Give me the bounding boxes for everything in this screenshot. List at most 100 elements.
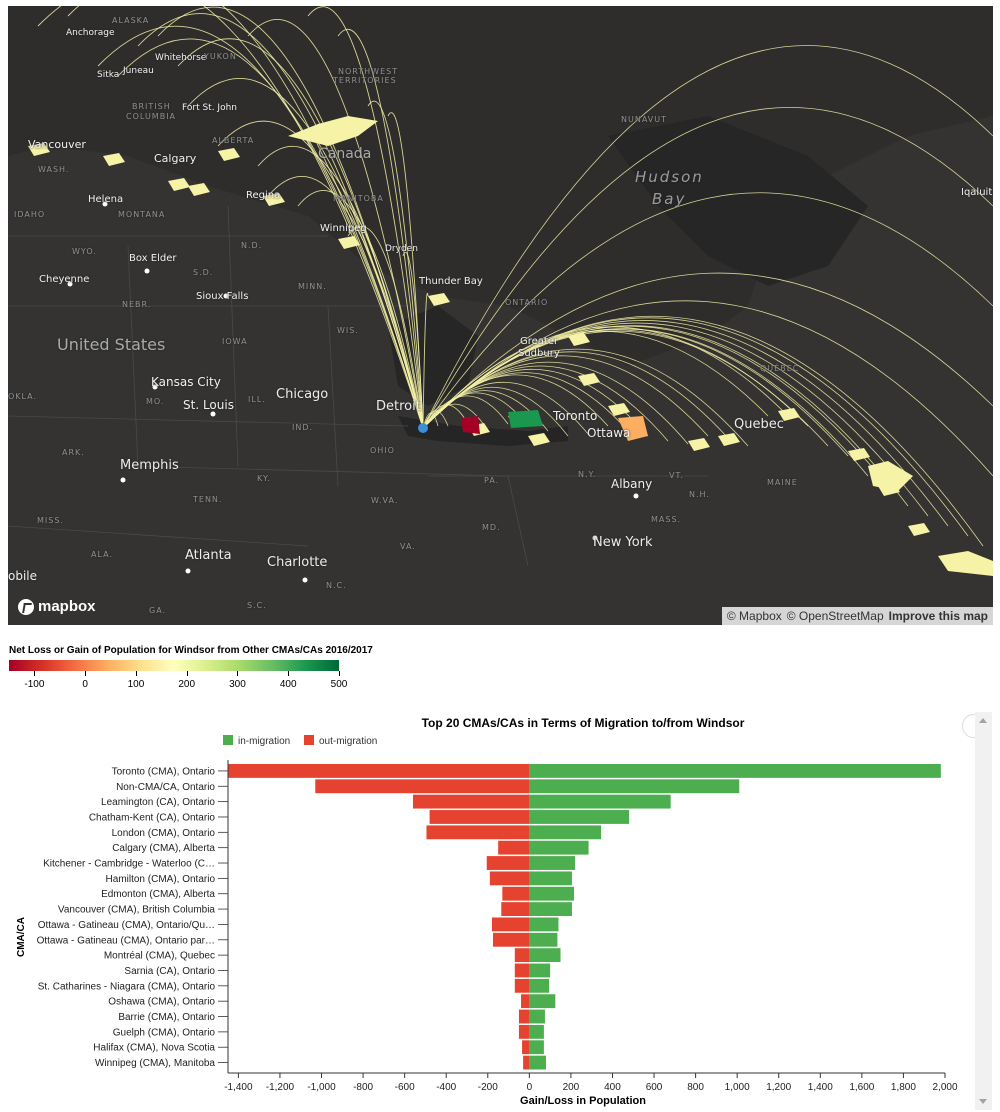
migration-flow-arc[interactable] — [422, 317, 969, 537]
bar-out-migration[interactable] — [228, 764, 530, 778]
bar-out-migration[interactable] — [491, 917, 530, 932]
legend-in-migration-swatch[interactable] — [223, 735, 233, 745]
cma-region[interactable] — [28, 143, 50, 156]
migration-flow-arc[interactable] — [247, 19, 424, 429]
bar-out-migration[interactable] — [514, 978, 530, 993]
migration-flow-arc[interactable] — [117, 38, 424, 429]
cma-region[interactable] — [848, 448, 870, 461]
bar-in-migration[interactable] — [529, 917, 559, 932]
migration-flow-arc[interactable] — [367, 100, 424, 429]
bar-in-migration[interactable] — [529, 963, 551, 978]
bar-in-migration[interactable] — [529, 1024, 544, 1039]
cma-region[interactable] — [608, 403, 630, 416]
bar-in-migration[interactable] — [529, 1040, 544, 1055]
mapbox-logo[interactable]: mapbox — [18, 598, 96, 615]
migration-flow-arc[interactable] — [422, 45, 993, 429]
cma-region-london[interactable] — [508, 410, 543, 428]
attribution-osm-link[interactable]: © OpenStreetMap — [786, 609, 884, 623]
cma-region[interactable] — [778, 408, 800, 421]
bar-in-migration[interactable] — [529, 764, 941, 778]
bar-in-migration[interactable] — [529, 978, 550, 993]
migration-flow-arc[interactable] — [422, 272, 993, 429]
migration-flow-arc[interactable] — [67, 6, 424, 429]
scroll-down-icon[interactable] — [979, 1099, 987, 1104]
chart-scrollbar[interactable] — [975, 712, 992, 1110]
cma-region[interactable] — [868, 461, 913, 491]
cma-region[interactable] — [288, 116, 378, 146]
chart-legend[interactable]: in-migration out-migration — [223, 735, 377, 747]
bar-in-migration[interactable] — [529, 994, 556, 1009]
migration-flow-arc[interactable] — [402, 251, 424, 429]
improve-map-link[interactable]: Improve this map — [888, 609, 988, 623]
bar-out-migration[interactable] — [514, 963, 530, 978]
bar-in-migration[interactable] — [529, 825, 602, 840]
migration-flow-arc[interactable] — [422, 107, 993, 429]
cma-region[interactable] — [218, 148, 240, 161]
bar-out-migration[interactable] — [315, 779, 530, 794]
cma-region[interactable] — [428, 293, 450, 306]
bar-in-migration[interactable] — [529, 871, 572, 886]
legend-in-migration-label[interactable]: in-migration — [238, 736, 290, 747]
migration-flow-arc[interactable] — [297, 190, 424, 429]
bar-in-migration[interactable] — [529, 779, 740, 794]
bar-out-migration[interactable] — [412, 794, 530, 809]
bar-out-migration[interactable] — [502, 886, 530, 901]
cma-region[interactable] — [338, 236, 360, 249]
cma-region-ottawa[interactable] — [618, 416, 648, 441]
cma-region-chatham[interactable] — [461, 416, 480, 434]
cma-region[interactable] — [908, 523, 930, 536]
bar-in-migration[interactable] — [529, 856, 576, 870]
migration-flow-arc[interactable] — [422, 192, 993, 429]
attribution-mapbox-link[interactable]: © Mapbox — [726, 609, 782, 623]
migration-flow-arc[interactable] — [307, 6, 424, 429]
cma-region[interactable] — [188, 183, 210, 196]
cma-region[interactable] — [718, 433, 740, 446]
bar-in-migration[interactable] — [529, 794, 671, 809]
bar-in-migration[interactable] — [529, 932, 558, 947]
migration-flow-arc[interactable] — [257, 145, 424, 429]
scroll-up-icon[interactable] — [979, 718, 987, 723]
migration-flow-arc[interactable] — [422, 316, 984, 547]
bar-out-migration[interactable] — [518, 1009, 530, 1024]
bar-in-migration[interactable] — [529, 1055, 546, 1070]
bar-in-migration[interactable] — [529, 840, 589, 855]
migration-flow-arc[interactable] — [422, 395, 509, 429]
migration-flow-arc[interactable] — [347, 225, 424, 429]
migration-flow-arc[interactable] — [267, 176, 424, 429]
cma-region[interactable] — [528, 433, 550, 446]
bar-out-migration[interactable] — [522, 1040, 530, 1055]
bar-out-migration[interactable] — [426, 825, 530, 840]
migration-flow-arc[interactable] — [337, 29, 424, 429]
bar-out-migration[interactable] — [501, 902, 530, 916]
cma-region[interactable] — [578, 373, 600, 386]
migration-flow-arc[interactable] — [97, 25, 424, 429]
migration-flow-arc[interactable] — [177, 38, 424, 429]
bar-in-migration[interactable] — [529, 810, 630, 824]
bar-out-migration[interactable] — [489, 871, 530, 886]
migration-flow-arc[interactable] — [37, 6, 424, 429]
migration-flow-arc[interactable] — [422, 320, 949, 527]
bar-out-migration[interactable] — [514, 948, 530, 963]
migration-flow-arc[interactable] — [422, 300, 993, 477]
map-canvas[interactable] — [8, 6, 993, 625]
bar-in-migration[interactable] — [529, 886, 575, 901]
legend-out-migration-swatch[interactable] — [304, 735, 314, 745]
bar-out-migration[interactable] — [492, 932, 530, 947]
bar-out-migration[interactable] — [486, 856, 530, 870]
windsor-origin-marker[interactable] — [418, 423, 428, 433]
bar-out-migration[interactable] — [429, 810, 530, 824]
bar-out-migration[interactable] — [518, 1024, 530, 1039]
migration-flow-arc[interactable] — [217, 120, 424, 429]
cma-region[interactable] — [168, 178, 190, 191]
bar-in-migration[interactable] — [529, 1009, 545, 1024]
legend-out-migration-label[interactable]: out-migration — [319, 736, 377, 747]
migration-flow-arc[interactable] — [422, 292, 429, 429]
cma-region[interactable] — [103, 153, 125, 166]
bar-out-migration[interactable] — [521, 994, 530, 1009]
bar-out-migration[interactable] — [498, 840, 530, 855]
bar-out-migration[interactable] — [523, 1055, 530, 1070]
bar-in-migration[interactable] — [529, 948, 561, 963]
bar-in-migration[interactable] — [529, 902, 572, 916]
migration-flow-map[interactable]: ALASKA Anchorage Whitehorse YUKON Juneau… — [8, 6, 993, 625]
cma-region[interactable] — [938, 551, 993, 576]
